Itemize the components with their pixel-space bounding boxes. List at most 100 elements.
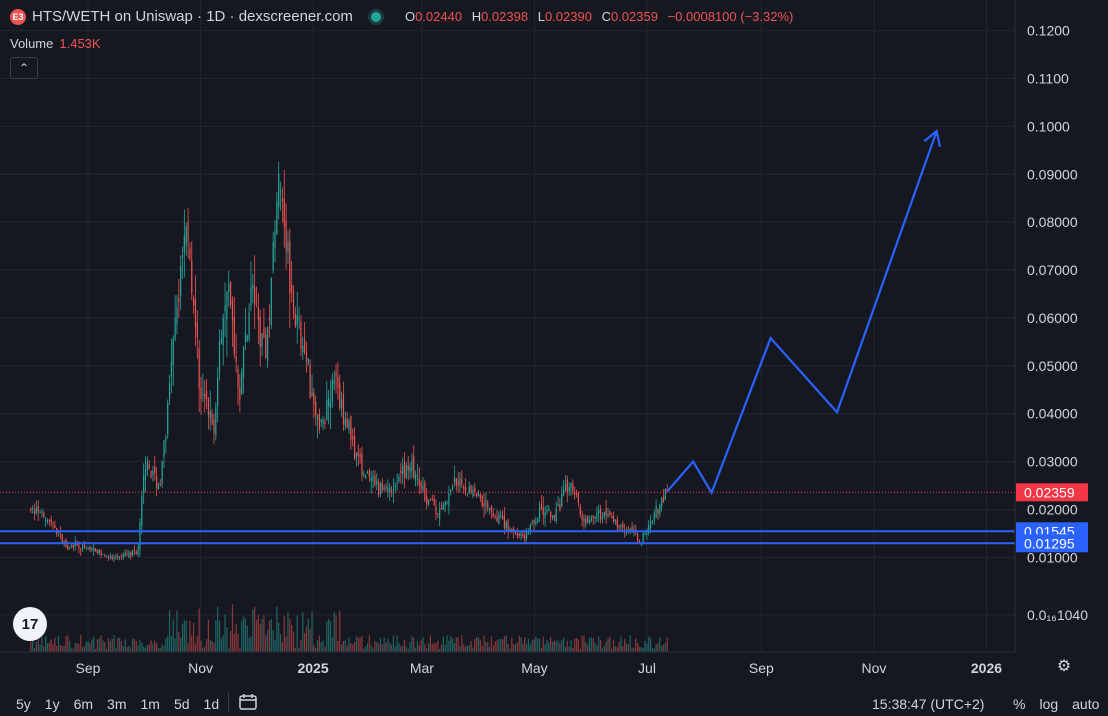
log-toggle[interactable]: log [1039, 696, 1059, 712]
volume-bar [389, 642, 391, 652]
volume-bar [568, 646, 570, 652]
candle-body [135, 552, 137, 554]
candle-body [255, 298, 258, 300]
volume-bar [304, 632, 306, 652]
candle-body [263, 326, 265, 338]
range-6m[interactable]: 6m [73, 696, 94, 712]
volume-bar [372, 648, 374, 652]
candle-body [609, 511, 611, 516]
range-5y[interactable]: 5y [16, 696, 31, 712]
volume-bar [183, 620, 185, 652]
candle-body [261, 333, 263, 347]
candle-body [535, 521, 537, 524]
candle-body [575, 492, 578, 495]
volume-label: Volume [10, 36, 54, 51]
auto-toggle[interactable]: auto [1072, 696, 1100, 712]
chart-title: HTS/WETH on Uniswap · 1D · dexscreener.c… [32, 8, 353, 25]
volume-bar [255, 619, 258, 652]
candle-body [635, 529, 637, 532]
candle-body [381, 482, 383, 490]
gear-icon[interactable]: ⚙ [1056, 658, 1072, 675]
candle-body [524, 534, 526, 540]
candle-body [507, 520, 509, 532]
volume-bar [250, 636, 252, 652]
volume-bar [131, 638, 134, 652]
volume-bar [109, 640, 111, 652]
candle-body [653, 513, 655, 522]
bottom-toolbar: 5y 1y 6m 3m 1m 5d 1d 15:38:47 (UTC+2) % … [0, 690, 1108, 716]
range-1d[interactable]: 1d [203, 696, 220, 712]
volume-bar [289, 619, 291, 652]
candle-body [466, 493, 469, 495]
candles [30, 161, 668, 562]
volume-bar [390, 645, 393, 652]
volume-bar [366, 643, 369, 652]
volume-bar [457, 637, 459, 652]
candle-body [387, 488, 389, 493]
y-tick-label: 0.1100 [1027, 70, 1069, 86]
range-5d[interactable]: 5d [173, 696, 190, 712]
candle-body [618, 525, 620, 529]
candle-body [96, 549, 99, 554]
collapse-legend-button[interactable]: ⌃ [10, 57, 38, 79]
candle-body [413, 456, 415, 479]
volume-bar [553, 640, 555, 652]
volume-bar [326, 621, 328, 652]
candle-body [390, 489, 393, 491]
candle-body [550, 511, 552, 517]
calendar-icon[interactable] [238, 693, 260, 711]
volume-bar [270, 619, 272, 652]
candle-body [594, 517, 596, 519]
volume-bar [631, 647, 633, 652]
candle-body [453, 477, 456, 483]
tradingview-logo[interactable]: 17 [13, 607, 47, 641]
volume-bar [70, 648, 73, 652]
volume-bar [357, 637, 359, 652]
volume-bar [235, 624, 237, 652]
candle-body [365, 475, 367, 479]
volume-bar [378, 643, 380, 652]
volume-bar [463, 644, 465, 652]
volume-bar [348, 637, 350, 652]
candle-body [254, 287, 256, 305]
candle-body [156, 476, 158, 489]
percent-toggle[interactable]: % [1013, 696, 1026, 712]
candle-body [620, 525, 622, 527]
volume-bar [329, 621, 332, 652]
volume-bar [130, 648, 132, 652]
volume-bar [494, 641, 496, 652]
volume-bar [572, 647, 574, 652]
volume-bar [344, 640, 346, 652]
volume-bar [316, 640, 319, 652]
volume-bar [231, 604, 234, 652]
candle-body [538, 507, 541, 519]
clock-readout[interactable]: 15:38:47 (UTC+2) [872, 696, 985, 712]
volume-bar [662, 644, 665, 652]
candle-body [640, 544, 642, 546]
volume-bar [268, 620, 271, 652]
volume-bar [241, 620, 243, 652]
candle-body [426, 496, 428, 505]
range-3m[interactable]: 3m [107, 696, 127, 712]
candle-body [152, 470, 154, 475]
volume-bar [333, 612, 335, 652]
volume-bar [74, 643, 76, 652]
projection-path [666, 129, 942, 496]
candle-body [570, 483, 572, 489]
volume-bar [544, 644, 546, 652]
volume-bar [315, 648, 317, 652]
candle-body [30, 508, 32, 511]
volume-bar [202, 647, 204, 652]
volume-bar [464, 646, 467, 652]
candle-body [431, 498, 433, 500]
volume-bar [466, 645, 469, 652]
volume-bar [102, 640, 104, 652]
candle-body [564, 484, 567, 492]
y-tick-label: 0.07000 [1027, 262, 1078, 278]
candle-body [89, 546, 91, 551]
volume-bar [476, 637, 478, 652]
range-1m[interactable]: 1m [140, 696, 160, 712]
range-1y[interactable]: 1y [44, 696, 60, 712]
volume-bar [566, 640, 568, 652]
